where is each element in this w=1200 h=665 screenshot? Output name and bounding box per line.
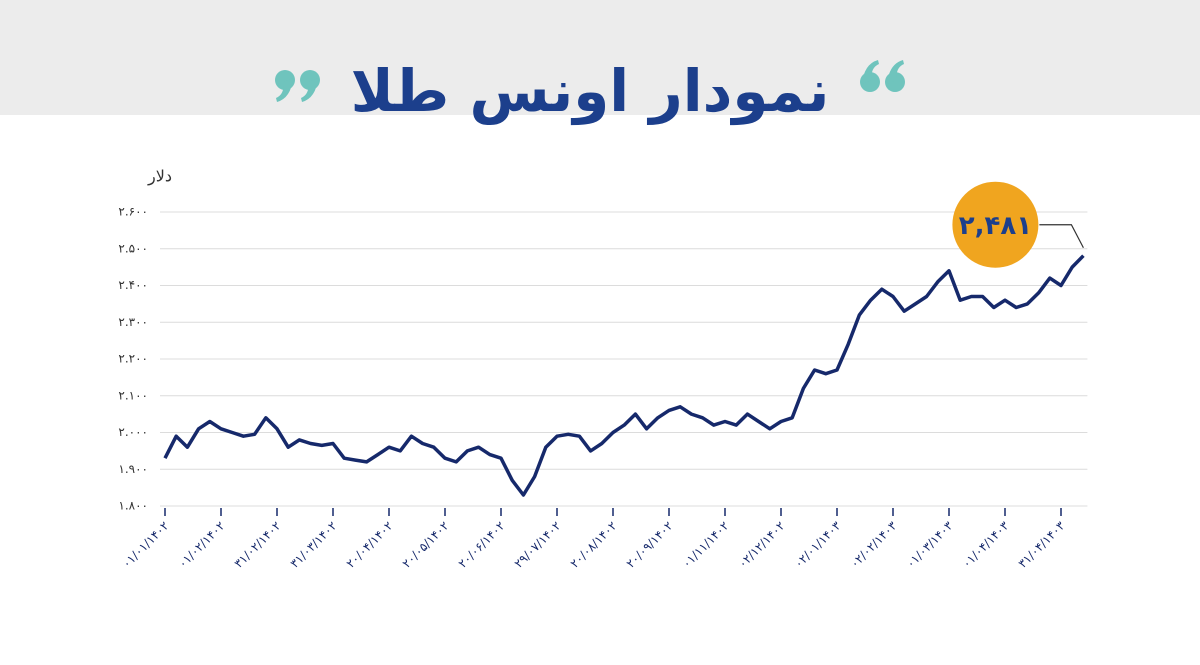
value-badge — [952, 181, 1039, 268]
y-axis-label: دلار — [147, 167, 172, 187]
quote-left — [275, 70, 320, 102]
x-tick-label: ۲۹/۰۷/۱۴۰۲ — [512, 519, 564, 571]
header-band — [0, 0, 1200, 115]
x-tick-label: ۰۱/۰۲/۱۴۰۲ — [176, 519, 228, 571]
y-tick-label: ۲.۳۰۰ — [118, 315, 148, 329]
x-tick-label: ۰۱/۰۴/۱۴۰۳ — [960, 518, 1012, 570]
y-tick-label: ۲.۶۰۰ — [118, 205, 148, 219]
x-tick-label: ۲۰/۰۹/۱۴۰۲ — [624, 519, 676, 571]
x-tick-label: ۲۰/۰۵/۱۴۰۲ — [400, 519, 452, 571]
x-tick-label: ۳۱/۰۴/۱۴۰۳ — [1016, 518, 1068, 570]
x-tick-label: ۲۰/۰۴/۱۴۰۲ — [344, 519, 396, 571]
y-tick-label: ۲.۱۰۰ — [118, 388, 148, 402]
x-tick-label: ۲۰/۰۶/۱۴۰۲ — [456, 519, 508, 571]
quote-right — [860, 60, 905, 92]
x-tick-label: ۰۲/۰۲/۱۴۰۳ — [848, 518, 900, 570]
value-label: ۲,۴۸۱ — [959, 211, 1032, 241]
y-tick-label: ۱.۹۰۰ — [118, 462, 148, 476]
x-tick-label: ۰۱/۱۱/۱۴۰۲ — [680, 519, 732, 571]
x-tick-label: ۰۲/۰۱/۱۴۰۳ — [792, 518, 844, 570]
x-tick-label: ۲۰/۰۸/۱۴۰۲ — [568, 519, 620, 571]
x-tick-label: ۰۲/۱۲/۱۴۰۲ — [736, 519, 788, 571]
y-tick-label: ۱.۸۰۰ — [118, 499, 148, 513]
leader-line — [1039, 224, 1084, 249]
y-tick-label: ۲.۴۰۰ — [118, 278, 148, 292]
price-line — [163, 254, 1085, 497]
x-tick-label: ۰۱/۰۳/۱۴۰۳ — [904, 518, 956, 570]
x-tick-label: ۳۱/۰۲/۱۴۰۲ — [232, 519, 284, 571]
y-tick-label: ۲.۰۰۰ — [118, 425, 148, 439]
x-tick-label: ۰۱/۰۱/۱۴۰۲ — [120, 519, 172, 571]
y-tick-label: ۲.۵۰۰ — [118, 241, 148, 255]
chart-title: نمودار اونس طلا — [351, 57, 830, 126]
y-tick-label: ۲.۲۰۰ — [118, 352, 148, 366]
x-tick-label: ۳۱/۰۳/۱۴۰۲ — [288, 519, 340, 571]
